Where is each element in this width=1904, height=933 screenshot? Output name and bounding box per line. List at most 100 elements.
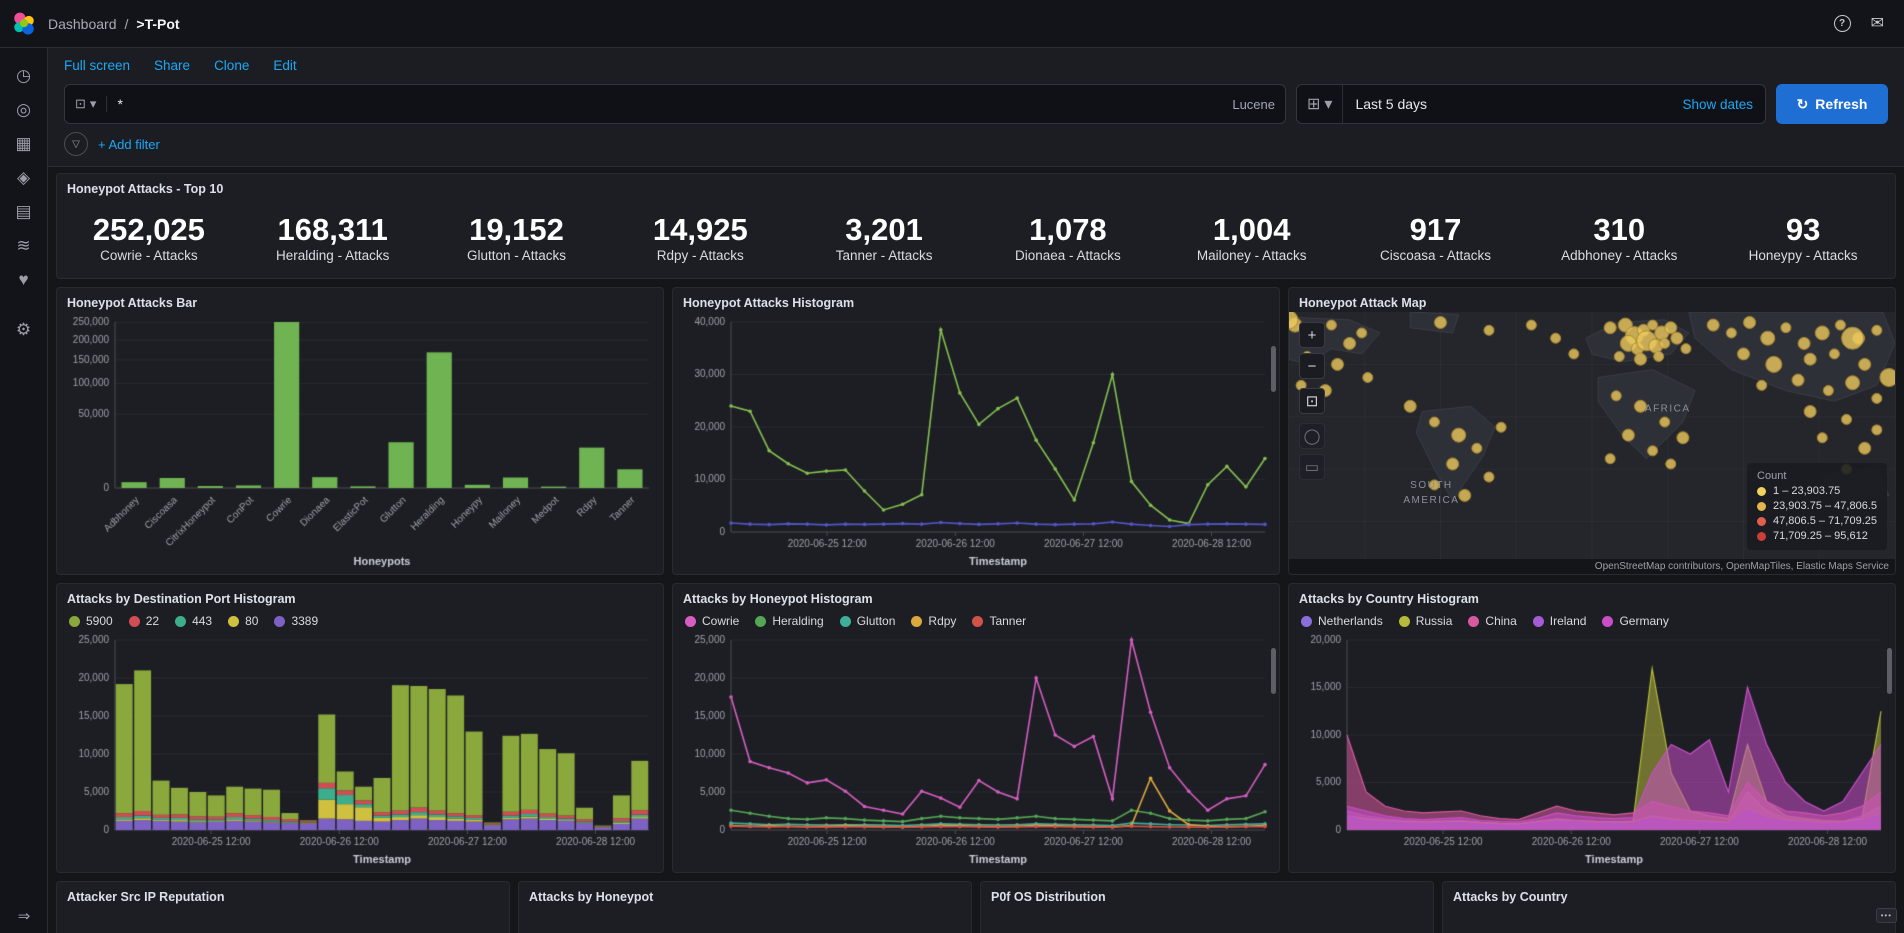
metric-heralding[interactable]: 168,311 Heralding - Attacks — [241, 212, 425, 263]
metric-adbhoney[interactable]: 310 Adbhoney - Attacks — [1527, 211, 1711, 263]
metric-tanner[interactable]: 3,201 Tanner - Attacks — [792, 212, 976, 263]
panel-title[interactable]: Attacks by Honeypot — [529, 890, 654, 904]
legend-item-5900[interactable]: 5900 — [69, 614, 113, 628]
collapse-menu-icon[interactable]: ⇒ — [17, 908, 31, 925]
nav-link-share[interactable]: Share — [154, 58, 191, 73]
panel-attacks-by-destination-port: Attacks by Destination Port Histogram 59… — [56, 583, 664, 873]
panel-title[interactable]: Attacks by Honeypot Histogram — [683, 592, 873, 606]
panel-scrollbar[interactable] — [1271, 346, 1276, 392]
filter-icon[interactable]: ▽ — [64, 132, 88, 156]
nav-link-clone[interactable]: Clone — [214, 58, 250, 73]
panel-title[interactable]: Attacks by Country — [1453, 890, 1568, 904]
line-chart-canvas[interactable] — [677, 314, 1275, 570]
legend-item-netherlands[interactable]: Netherlands — [1301, 614, 1383, 628]
panel-title[interactable]: Attacks by Destination Port Histogram — [67, 592, 296, 606]
metric-dionaea[interactable]: 1,078 Dionaea - Attacks — [976, 212, 1160, 263]
legend-item-ireland[interactable]: Ireland — [1532, 614, 1586, 628]
legend-dot — [1602, 615, 1614, 627]
nav-link-edit[interactable]: Edit — [273, 58, 297, 73]
legend-item-germany[interactable]: Germany — [1602, 614, 1669, 628]
legend-label: 1 – 23,903.75 — [1773, 485, 1841, 497]
metric-value: 1,004 — [1212, 211, 1291, 247]
metric-honeypy[interactable]: 93 Honeypy - Attacks — [1711, 211, 1895, 263]
nav-link-full-screen[interactable]: Full screen — [64, 58, 131, 73]
panel-title[interactable]: P0f OS Distribution — [991, 890, 1106, 904]
legend-item-china[interactable]: China — [1468, 614, 1517, 628]
bar-chart-canvas[interactable] — [61, 314, 659, 570]
destination-port-histogram-chart — [61, 632, 659, 868]
legend-item-heralding[interactable]: Heralding — [755, 614, 824, 628]
legend-dot — [128, 615, 140, 627]
date-quick-menu[interactable]: ⊞ ▾ — [1297, 85, 1344, 123]
refresh-button[interactable]: ↻ Refresh — [1776, 84, 1888, 124]
map-legend-item: 23,903.75 – 47,806.5 — [1757, 500, 1877, 512]
legend-item-russia[interactable]: Russia — [1398, 614, 1452, 628]
honeypot-attacks-histogram-chart — [677, 314, 1275, 570]
recently-viewed-icon[interactable]: ◷ — [16, 66, 31, 85]
panel-scrollbar[interactable] — [1887, 648, 1892, 694]
legend-label: Netherlands — [1318, 614, 1383, 628]
query-field: ⊡ ▾ Lucene — [64, 84, 1286, 124]
dashboard-icon[interactable]: ▦ — [15, 134, 32, 153]
panel-title[interactable]: Attacker Src IP Reputation — [67, 890, 225, 904]
legend-item-22[interactable]: 22 — [128, 614, 159, 628]
refresh-icon: ↻ — [1796, 95, 1809, 112]
legend-dot — [1757, 516, 1767, 526]
panel-title[interactable]: Honeypot Attacks - Top 10 — [67, 182, 224, 196]
panel-honeypot-attacks-top10: Honeypot Attacks - Top 10 252,025 Cowrie … — [56, 173, 1896, 279]
metric-value: 93 — [1785, 211, 1821, 247]
breadcrumb-dashboard[interactable]: Dashboard — [48, 15, 117, 32]
map-region-label: SOUTH AMERICA — [1403, 479, 1460, 506]
metric-ciscoasa[interactable]: 917 Ciscoasa - Attacks — [1344, 212, 1528, 263]
map-attribution[interactable]: OpenStreetMap contributors, OpenMapTiles… — [1289, 559, 1895, 574]
metric-value: 310 — [1593, 211, 1646, 247]
legend-item-cowrie[interactable]: Cowrie — [685, 614, 739, 628]
help-icon[interactable]: ? — [1833, 15, 1851, 32]
legend-item-443[interactable]: 443 — [175, 614, 212, 628]
draw-rect-tool-button[interactable]: ▭ — [1299, 454, 1325, 480]
panel-scrollbar[interactable] — [1271, 648, 1276, 694]
legend-item-rdpy[interactable]: Rdpy — [911, 614, 956, 628]
panel-title[interactable]: Honeypot Attacks Bar — [67, 296, 198, 310]
management-icon[interactable]: ⚙ — [15, 320, 32, 339]
top-header: Dashboard / >T-Pot ? ✉ — [0, 0, 1904, 48]
metric-mailoney[interactable]: 1,004 Mailoney - Attacks — [1160, 211, 1344, 263]
line-chart-canvas[interactable] — [677, 632, 1275, 868]
area-chart-canvas[interactable] — [1293, 632, 1891, 868]
query-language-label[interactable]: Lucene — [1232, 96, 1275, 112]
date-range-value[interactable]: Last 5 days — [1355, 96, 1428, 112]
legend-item-glutton[interactable]: Glutton — [839, 614, 895, 628]
stacked-bar-chart-canvas[interactable] — [61, 632, 659, 868]
chart-legend: Netherlands Russia China Ireland Germany — [1289, 608, 1895, 630]
draw-circle-tool-button[interactable]: ◯ — [1299, 423, 1325, 449]
visualize-icon[interactable]: ▤ — [15, 202, 32, 221]
search-input[interactable] — [117, 96, 1223, 112]
filter-bar: ▽ + Add filter — [48, 130, 1904, 166]
machine-learning-icon[interactable]: ≋ — [16, 236, 31, 255]
panel-title[interactable]: Honeypot Attack Map — [1299, 296, 1427, 310]
metric-rdpy[interactable]: 14,925 Rdpy - Attacks — [608, 211, 792, 263]
legend-item-80[interactable]: 80 — [228, 614, 258, 628]
panel-options-handle[interactable]: ••• — [1875, 908, 1897, 923]
legend-item-tanner[interactable]: Tanner — [972, 614, 1026, 628]
metric-value: 14,925 — [652, 211, 748, 247]
legend-item-3389[interactable]: 3389 — [274, 614, 318, 628]
saved-query-icon: ⊡ — [75, 96, 86, 111]
metric-glutton[interactable]: 19,152 Glutton - Attacks — [425, 212, 609, 263]
add-filter-link[interactable]: + Add filter — [98, 136, 160, 152]
monitoring-icon[interactable]: ♥ — [18, 270, 29, 289]
panel-title[interactable]: Attacks by Country Histogram — [1299, 592, 1479, 606]
show-dates-link[interactable]: Show dates — [1682, 96, 1753, 112]
maps-icon[interactable]: ◈ — [16, 168, 31, 187]
newsfeed-icon[interactable]: ✉ — [1870, 14, 1884, 32]
discover-icon[interactable]: ◎ — [16, 100, 31, 119]
panel-honeypot-attacks-bar: Honeypot Attacks Bar — [56, 287, 664, 575]
zoom-in-button[interactable]: + — [1299, 322, 1325, 348]
panel-title[interactable]: Honeypot Attacks Histogram — [683, 296, 855, 310]
fit-data-bounds-button[interactable]: ⊡ — [1299, 388, 1325, 414]
saved-query-menu[interactable]: ⊡ ▾ — [75, 96, 108, 112]
zoom-out-button[interactable]: − — [1299, 353, 1325, 379]
elastic-logo[interactable] — [0, 0, 48, 48]
attack-map[interactable]: + − ⊡ ◯ ▭ SOUTH AMERICA AFRICA Count — [1289, 312, 1895, 574]
metric-cowrie[interactable]: 252,025 Cowrie - Attacks — [57, 212, 241, 263]
